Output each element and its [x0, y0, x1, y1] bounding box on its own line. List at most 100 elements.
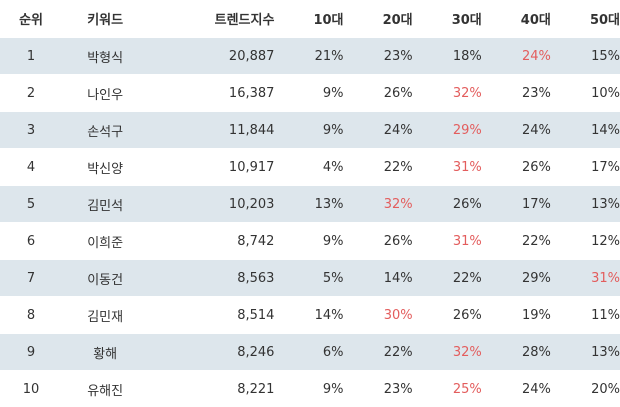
- rank-cell: 9: [0, 334, 62, 371]
- age-40s-cell: 26%: [482, 149, 551, 186]
- rank-cell: 1: [0, 38, 62, 75]
- rank-cell: 3: [0, 112, 62, 149]
- age-40s-cell: 28%: [482, 334, 551, 371]
- age-10s-cell: 5%: [274, 260, 343, 297]
- age-20s-cell: 26%: [344, 75, 413, 112]
- table-header: 순위 키워드 트렌드지수 10대 20대 30대 40대 50대: [0, 0, 620, 38]
- trend-index-cell: 10,203: [148, 186, 274, 223]
- trend-index-cell: 8,514: [148, 297, 274, 334]
- keyword-cell: 손석구: [62, 112, 148, 149]
- trend-index-cell: 8,563: [148, 260, 274, 297]
- age-40s-cell: 24%: [482, 38, 551, 75]
- age-10s-cell: 6%: [274, 334, 343, 371]
- rank-cell: 5: [0, 186, 62, 223]
- age-40s-cell: 24%: [482, 371, 551, 407]
- age-50s-cell: 12%: [551, 223, 620, 260]
- age-10s-cell: 21%: [274, 38, 343, 75]
- age-40s-cell: 22%: [482, 223, 551, 260]
- rank-cell: 7: [0, 260, 62, 297]
- age-50s-cell: 20%: [551, 371, 620, 407]
- age-20s-cell: 26%: [344, 223, 413, 260]
- keyword-cell: 박형식: [62, 38, 148, 75]
- header-age-40s: 40대: [482, 0, 551, 38]
- rank-cell: 8: [0, 297, 62, 334]
- trend-index-cell: 11,844: [148, 112, 274, 149]
- age-10s-cell: 13%: [274, 186, 343, 223]
- age-40s-cell: 19%: [482, 297, 551, 334]
- age-30s-cell: 26%: [413, 186, 482, 223]
- rank-cell: 6: [0, 223, 62, 260]
- trend-index-cell: 8,246: [148, 334, 274, 371]
- age-50s-cell: 11%: [551, 297, 620, 334]
- age-20s-cell: 32%: [344, 186, 413, 223]
- age-10s-cell: 9%: [274, 112, 343, 149]
- age-30s-cell: 31%: [413, 149, 482, 186]
- keyword-cell: 박신양: [62, 149, 148, 186]
- age-20s-cell: 22%: [344, 149, 413, 186]
- trend-index-cell: 10,917: [148, 149, 274, 186]
- keyword-cell: 김민석: [62, 186, 148, 223]
- age-30s-cell: 31%: [413, 223, 482, 260]
- rank-cell: 10: [0, 371, 62, 407]
- trend-index-cell: 8,221: [148, 371, 274, 407]
- age-30s-cell: 32%: [413, 75, 482, 112]
- rank-cell: 4: [0, 149, 62, 186]
- age-20s-cell: 24%: [344, 112, 413, 149]
- age-10s-cell: 9%: [274, 75, 343, 112]
- trend-index-cell: 16,387: [148, 75, 274, 112]
- age-20s-cell: 30%: [344, 297, 413, 334]
- age-10s-cell: 14%: [274, 297, 343, 334]
- age-50s-cell: 14%: [551, 112, 620, 149]
- age-50s-cell: 31%: [551, 260, 620, 297]
- age-30s-cell: 25%: [413, 371, 482, 407]
- header-age-20s: 20대: [344, 0, 413, 38]
- age-20s-cell: 23%: [344, 38, 413, 75]
- header-row: 순위 키워드 트렌드지수 10대 20대 30대 40대 50대: [0, 0, 620, 38]
- age-50s-cell: 13%: [551, 334, 620, 371]
- header-rank: 순위: [0, 0, 62, 38]
- header-age-30s: 30대: [413, 0, 482, 38]
- age-30s-cell: 18%: [413, 38, 482, 75]
- age-50s-cell: 10%: [551, 75, 620, 112]
- age-30s-cell: 32%: [413, 334, 482, 371]
- header-keyword: 키워드: [62, 0, 148, 38]
- header-trend-index: 트렌드지수: [148, 0, 274, 38]
- header-age-50s: 50대: [551, 0, 620, 38]
- age-10s-cell: 9%: [274, 371, 343, 407]
- age-20s-cell: 22%: [344, 334, 413, 371]
- age-10s-cell: 4%: [274, 149, 343, 186]
- trend-index-cell: 20,887: [148, 38, 274, 75]
- age-30s-cell: 22%: [413, 260, 482, 297]
- age-50s-cell: 15%: [551, 38, 620, 75]
- keyword-cell: 김민재: [62, 297, 148, 334]
- age-40s-cell: 24%: [482, 112, 551, 149]
- age-30s-cell: 29%: [413, 112, 482, 149]
- age-40s-cell: 29%: [482, 260, 551, 297]
- age-50s-cell: 17%: [551, 149, 620, 186]
- keyword-cell: 나인우: [62, 75, 148, 112]
- age-20s-cell: 23%: [344, 371, 413, 407]
- age-30s-cell: 26%: [413, 297, 482, 334]
- keyword-cell: 황해: [62, 334, 148, 371]
- header-age-10s: 10대: [274, 0, 343, 38]
- keyword-cell: 유해진: [62, 371, 148, 407]
- rank-cell: 2: [0, 75, 62, 112]
- trend-index-cell: 8,742: [148, 223, 274, 260]
- age-50s-cell: 13%: [551, 186, 620, 223]
- age-40s-cell: 23%: [482, 75, 551, 112]
- keyword-cell: 이동건: [62, 260, 148, 297]
- age-10s-cell: 9%: [274, 223, 343, 260]
- age-20s-cell: 14%: [344, 260, 413, 297]
